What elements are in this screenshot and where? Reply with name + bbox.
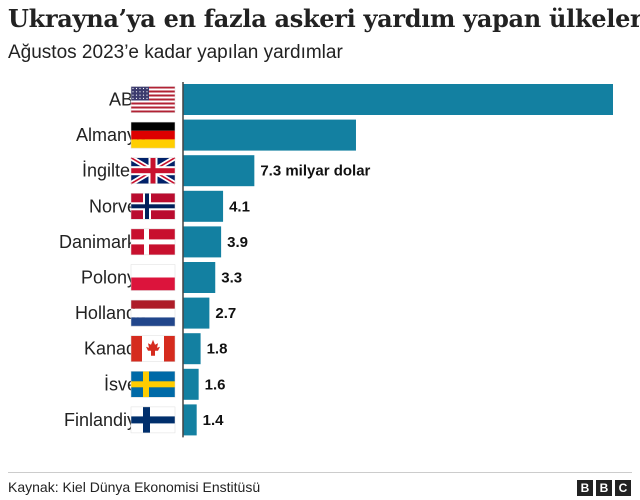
usa-flag	[130, 86, 176, 113]
netherlands-flag	[130, 299, 176, 327]
footer-divider	[8, 472, 632, 473]
bar-4	[183, 190, 224, 222]
bar-10	[183, 404, 197, 436]
value-label-7: 2.7	[215, 305, 236, 322]
bbc-logo: B B C	[577, 480, 631, 496]
bbc-logo-letter-2: B	[596, 480, 612, 496]
chart-title: Ukrayna’ya en fazla askeri yardım yapan …	[8, 4, 640, 33]
chart-subtitle: Ağustos 2023’e kadar yapılan yardımlar	[8, 42, 343, 63]
bar-3	[183, 155, 255, 187]
bar-6	[183, 262, 216, 293]
bar-1	[183, 84, 613, 115]
value-label-8: 1.8	[207, 341, 228, 358]
category-label-7: Hollanda	[75, 303, 147, 323]
poland-flag	[130, 264, 176, 291]
bar-9	[183, 368, 199, 400]
norway-flag	[130, 193, 176, 220]
category-label-3: İngiltere	[82, 161, 146, 181]
germany-flag	[130, 121, 176, 149]
bbc-logo-letter-1: B	[577, 480, 593, 496]
value-label-10: 1.4	[203, 412, 225, 429]
finland-flag	[130, 406, 176, 434]
value-label-4: 4.1	[229, 198, 250, 215]
category-label-6: Polonya	[81, 268, 147, 288]
value-label-9: 1.6	[205, 376, 226, 393]
category-label-10: Finlandiya	[64, 410, 147, 430]
value-label-3: 7.3 milyar dolar	[260, 163, 370, 180]
category-label-2: Almanya	[76, 125, 147, 145]
uk-flag	[129, 155, 177, 186]
bar-8	[183, 333, 201, 365]
source-note: Kaynak: Kiel Dünya Ekonomisi Enstitüsü	[8, 479, 261, 495]
value-label-6: 3.3	[221, 270, 242, 287]
sweden-flag	[130, 371, 176, 398]
bar-5	[183, 226, 222, 258]
bbc-logo-letter-3: C	[615, 480, 631, 496]
bar-2	[183, 119, 356, 151]
category-label-5: Danimarka	[59, 232, 147, 252]
value-label-5: 3.9	[227, 234, 248, 251]
canada-flag	[130, 335, 176, 362]
bar-7	[183, 297, 210, 329]
denmark-flag	[130, 228, 176, 256]
